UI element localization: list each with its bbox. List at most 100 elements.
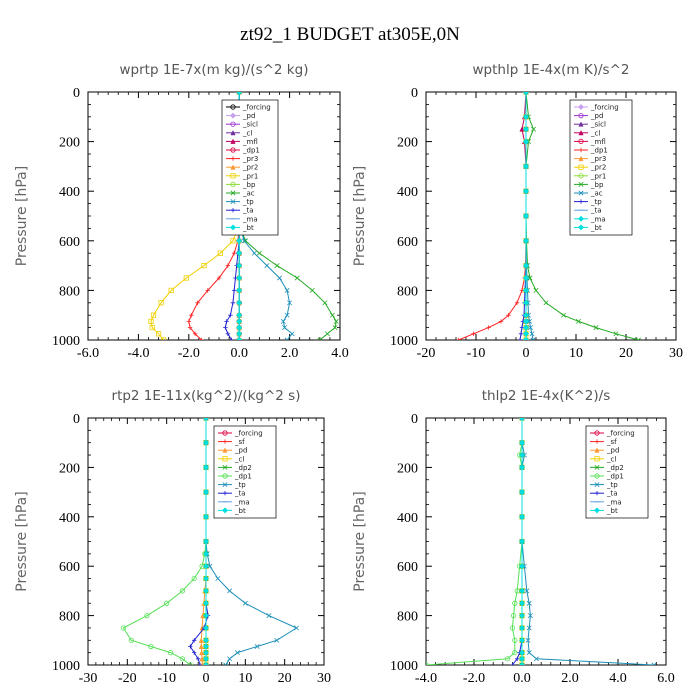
legend-entry: _mfl	[242, 138, 258, 146]
figure-title: zt92_1 BUDGET at305E,0N	[240, 24, 460, 45]
data-point	[524, 588, 530, 594]
legend-entry: _pd	[590, 112, 603, 120]
panel-title: wprtp 1E-7x(m kg)/(s^2 kg)	[120, 62, 309, 78]
legend-entry: _pr3	[590, 155, 606, 163]
data-point	[526, 650, 532, 656]
data-point	[202, 464, 210, 471]
legend-marker	[594, 430, 600, 436]
x-tick-label: -10	[157, 671, 176, 686]
legend-marker	[593, 507, 601, 514]
y-tick-label: 400	[59, 511, 80, 526]
data-point	[148, 643, 154, 650]
legend-entry: _tp	[242, 198, 254, 206]
legend-marker	[222, 439, 228, 444]
data-point	[333, 318, 339, 324]
data-point	[202, 624, 210, 632]
y-axis-label: Pressure [hPa]	[352, 166, 368, 266]
data-point	[526, 600, 532, 606]
data-point	[518, 331, 524, 336]
y-tick-label: 400	[59, 185, 80, 200]
data-point	[228, 313, 233, 318]
legend-marker	[230, 199, 236, 205]
data-point	[223, 325, 228, 330]
data-point	[230, 238, 236, 244]
data-point	[518, 612, 526, 619]
legend-entry: _ac	[590, 190, 603, 198]
legend-box	[585, 425, 649, 519]
data-point	[225, 331, 231, 336]
legend-entry: _dp1	[242, 147, 260, 155]
y-tick-label: 1000	[52, 659, 80, 674]
legend-entry: _pr3	[242, 155, 258, 163]
data-point	[199, 649, 205, 656]
data-point	[512, 600, 518, 606]
y-tick-label: 200	[397, 136, 418, 151]
panel-3: rtp2 1E-11x(kg^2)/(kg^2 s) Pressure [hPa]…	[14, 388, 331, 686]
legend-entry: _ta	[234, 490, 246, 498]
x-tick-label: 2.0	[561, 671, 579, 686]
data-point	[187, 662, 193, 665]
legend-marker	[594, 456, 600, 462]
x-tick-label: 0	[523, 346, 530, 361]
data-point	[277, 275, 283, 281]
data-point	[202, 649, 210, 656]
legend-marker	[594, 491, 600, 496]
data-point	[518, 649, 526, 656]
data-point	[531, 126, 536, 132]
legend-marker	[222, 447, 228, 453]
data-point	[522, 312, 530, 319]
legend-marker	[230, 208, 236, 213]
legend-entry: _tp	[590, 198, 602, 206]
legend-entry: _tp	[606, 481, 618, 489]
data-point	[504, 656, 511, 662]
data-point	[202, 587, 210, 594]
x-tick-label: 0	[203, 671, 210, 686]
legend-entry: _pr2	[590, 164, 606, 172]
data-point	[636, 337, 641, 340]
legend-entry: _sf	[606, 438, 617, 446]
data-point	[120, 625, 127, 631]
series-group	[426, 418, 657, 665]
data-point	[522, 299, 530, 306]
data-point	[522, 324, 530, 331]
data-point	[525, 637, 531, 643]
panel-1: wprtp 1E-7x(m kg)/(s^2 kg) Pressure [hPa]…	[14, 62, 349, 361]
data-point	[225, 263, 231, 268]
data-point	[522, 274, 530, 282]
series-line-dp1	[426, 418, 523, 665]
y-tick-label: 200	[59, 136, 80, 151]
data-point	[517, 337, 523, 340]
data-point	[528, 325, 533, 331]
data-point	[518, 464, 526, 471]
legend-entry: _bt	[606, 507, 618, 515]
data-point	[518, 600, 526, 607]
data-point	[332, 325, 338, 331]
legend-entry: _sf	[234, 438, 245, 446]
data-point	[202, 612, 210, 619]
legend-marker	[230, 121, 236, 127]
data-point	[518, 489, 526, 496]
plot-frame	[87, 91, 341, 341]
legend-marker	[222, 482, 228, 488]
data-point	[518, 451, 526, 459]
x-tick-label: -20	[417, 346, 436, 361]
x-tick-label: 4.0	[331, 346, 349, 361]
data-point	[264, 263, 270, 269]
data-point	[148, 318, 154, 325]
data-point	[234, 650, 240, 656]
data-point	[236, 318, 243, 325]
y-tick-label: 600	[59, 235, 80, 250]
x-tick-label: 0.0	[513, 671, 531, 686]
legend-entry: _forcing	[606, 430, 635, 438]
legend-box	[569, 99, 633, 236]
legend-entry: _pd	[234, 447, 247, 455]
x-tick-label: -4.0	[127, 346, 149, 361]
legend-entry: _forcing	[242, 104, 271, 112]
legend-marker	[578, 199, 584, 204]
data-point	[215, 576, 221, 582]
data-point	[188, 644, 193, 649]
legend-entry: _ta	[590, 207, 602, 215]
legend-marker	[230, 130, 236, 136]
x-tick-label: 20	[619, 346, 633, 361]
series-group	[148, 92, 339, 340]
